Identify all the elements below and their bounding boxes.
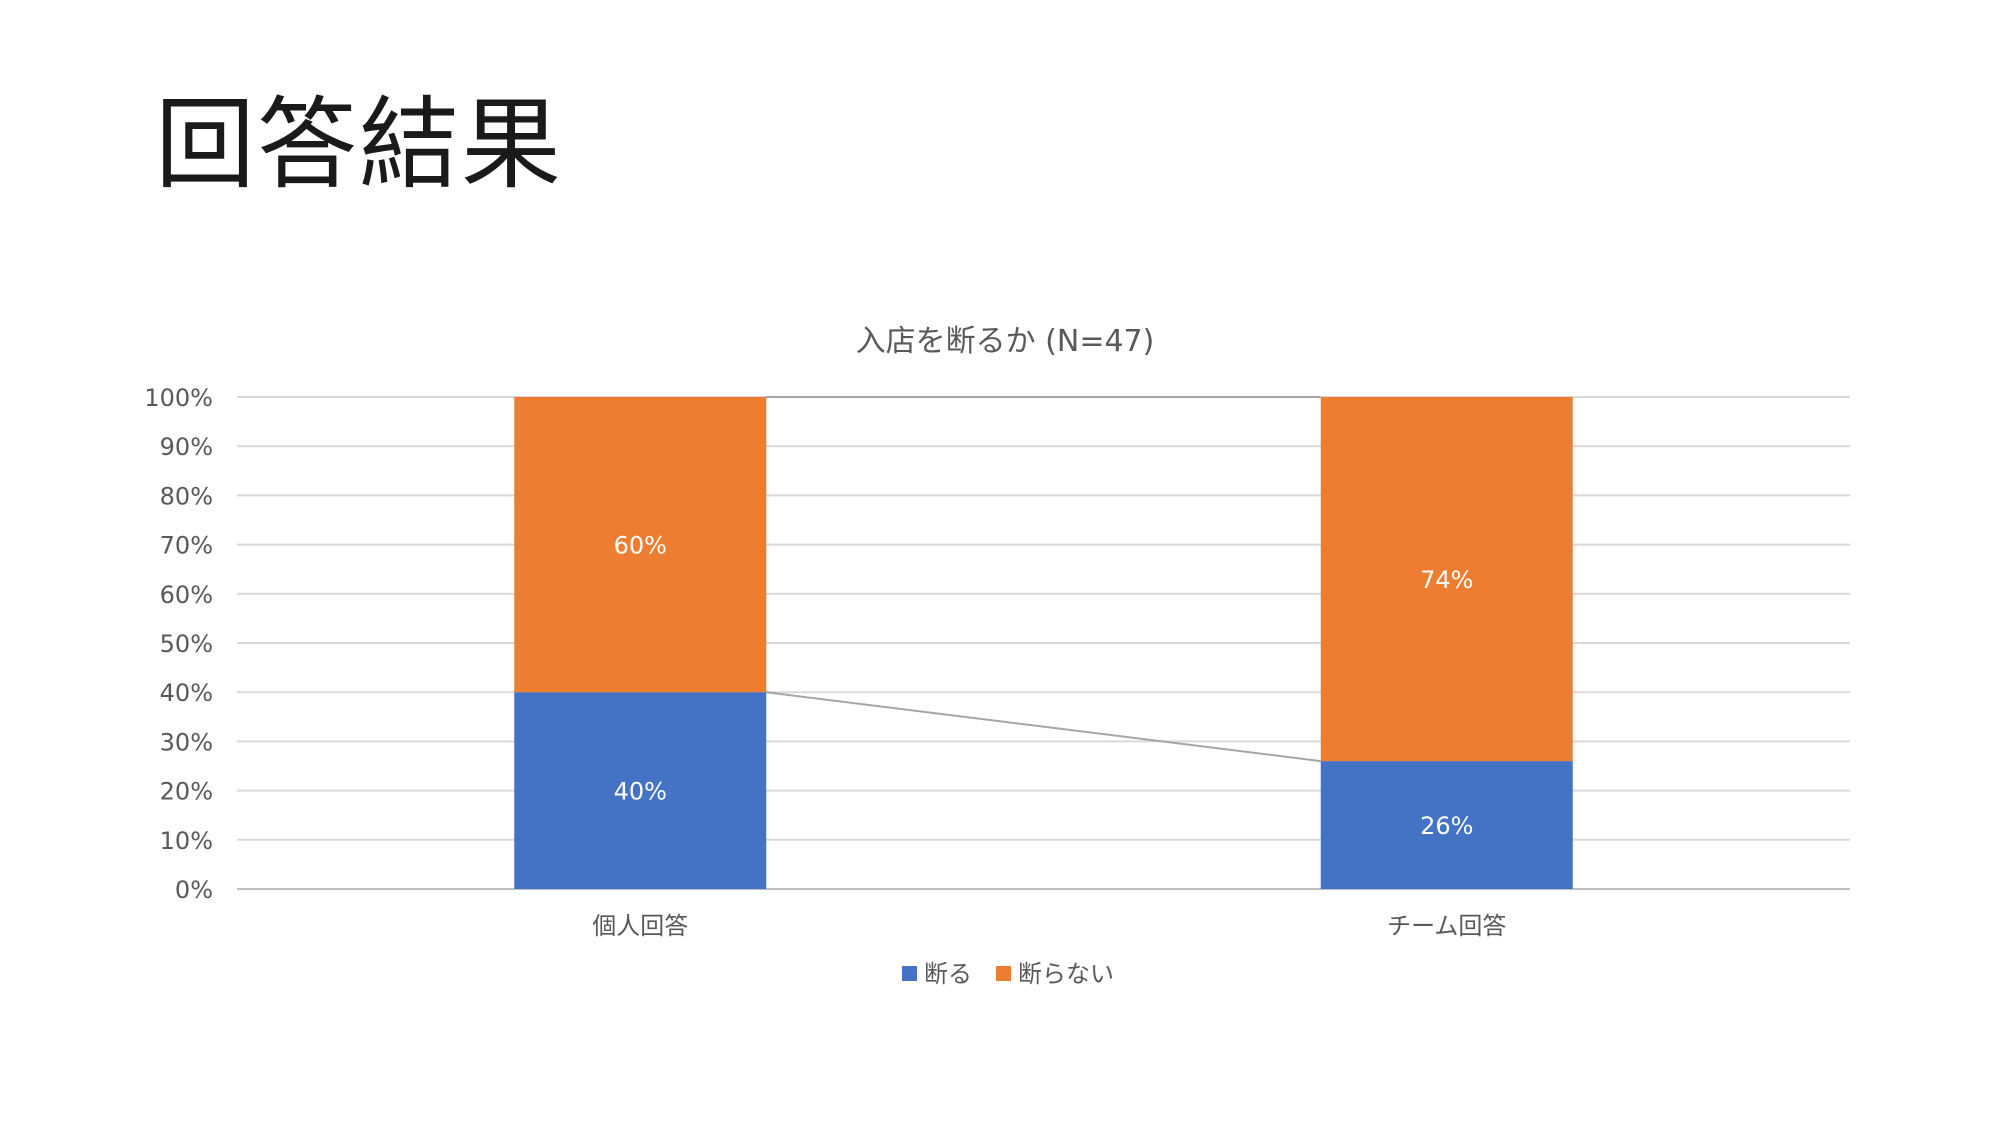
bar-segment bbox=[1320, 761, 1573, 889]
y-tick-label: 90% bbox=[160, 433, 213, 461]
y-tick-label: 40% bbox=[160, 679, 213, 707]
slide-title: 回答結果 bbox=[155, 86, 563, 203]
chart-title: 入店を断るか (N=47) bbox=[856, 324, 1155, 359]
y-tick-label: 60% bbox=[160, 581, 213, 609]
data-label: 40% bbox=[614, 778, 667, 806]
y-tick-label: 70% bbox=[160, 532, 213, 560]
series-line bbox=[766, 691, 1321, 763]
y-tick-label: 50% bbox=[160, 630, 213, 658]
bars bbox=[514, 397, 1573, 889]
data-label: 26% bbox=[1420, 812, 1473, 840]
y-tick-label: 30% bbox=[160, 728, 213, 756]
y-tick-label: 0% bbox=[175, 876, 213, 904]
y-tick-label: 100% bbox=[144, 384, 213, 412]
bar-segment bbox=[1320, 397, 1573, 762]
bar-segment bbox=[514, 692, 767, 889]
legend: 断る 断らない bbox=[902, 960, 1114, 988]
data-label: 60% bbox=[614, 532, 667, 560]
legend-label: 断る bbox=[924, 960, 972, 988]
x-category-label: 個人回答 bbox=[592, 912, 688, 940]
bar-segment bbox=[514, 397, 767, 693]
y-tick-label: 10% bbox=[160, 827, 213, 855]
y-tick-label: 20% bbox=[160, 778, 213, 806]
axes: 0% 10% 20% 30% 40% 50% 60% 70% 80% 90% 100% 個人回答 チーム… bbox=[144, 384, 1506, 940]
x-category-label: チーム回答 bbox=[1387, 912, 1506, 940]
series-lines bbox=[766, 396, 1321, 763]
legend-swatch bbox=[996, 966, 1011, 981]
data-label: 74% bbox=[1420, 566, 1473, 594]
legend-swatch bbox=[902, 966, 917, 981]
data-labels: 40% 60% 26% 74% bbox=[614, 532, 1474, 840]
y-tick-label: 80% bbox=[160, 482, 213, 510]
legend-label: 断らない bbox=[1018, 960, 1114, 988]
gridlines bbox=[237, 396, 1850, 890]
